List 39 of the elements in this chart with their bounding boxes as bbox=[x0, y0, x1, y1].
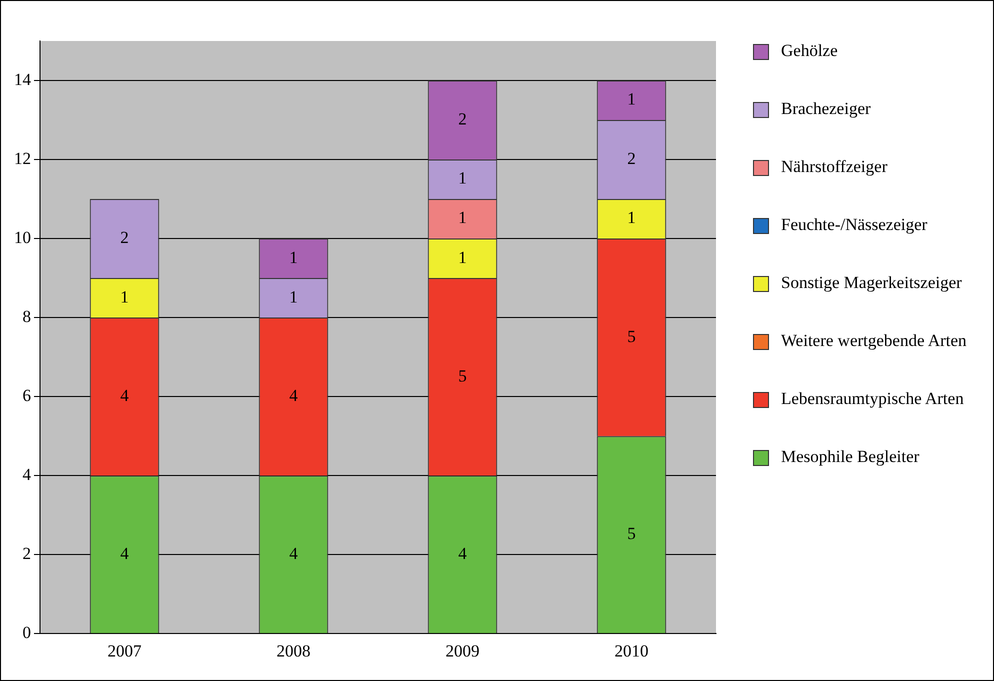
x-tick-label: 2007 bbox=[108, 641, 142, 660]
data-label: 5 bbox=[627, 524, 636, 544]
data-label: 1 bbox=[627, 90, 636, 109]
y-tick-label: 4 bbox=[22, 465, 32, 484]
data-label: 1 bbox=[458, 168, 467, 188]
legend-label: Sonstige Magerkeitszeiger bbox=[781, 273, 962, 293]
legend-label: Mesophile Begleiter bbox=[781, 447, 920, 467]
data-label: 5 bbox=[458, 366, 467, 386]
legend-label: Brachezeiger bbox=[781, 99, 871, 119]
data-label: 1 bbox=[458, 208, 467, 228]
y-tick-label: 10 bbox=[14, 228, 31, 247]
legend-label: Weitere wertgebende Arten bbox=[781, 331, 967, 351]
y-tick-label: 8 bbox=[22, 307, 31, 326]
data-label: 1 bbox=[289, 248, 298, 267]
y-tick-label: 6 bbox=[22, 386, 31, 406]
data-label: 1 bbox=[120, 287, 129, 306]
legend-label: Gehölze bbox=[781, 41, 838, 61]
y-tick-label: 2 bbox=[22, 544, 31, 564]
legend-label: Feuchte-/Nässezeiger bbox=[781, 215, 928, 235]
data-label: 2 bbox=[458, 109, 467, 128]
data-label: 4 bbox=[120, 544, 130, 563]
data-label: 1 bbox=[289, 287, 298, 306]
legend-label: Lebensraumtypische Arten bbox=[781, 389, 964, 409]
x-tick-label: 2010 bbox=[614, 641, 648, 660]
y-tick-label: 12 bbox=[14, 148, 31, 168]
y-tick-label: 14 bbox=[14, 70, 32, 89]
x-tick-label: 2008 bbox=[276, 641, 310, 660]
data-label: 5 bbox=[627, 326, 636, 346]
data-label: 2 bbox=[120, 228, 129, 247]
x-tick-label: 2009 bbox=[446, 641, 480, 660]
data-label: 2 bbox=[627, 148, 636, 168]
y-tick-label: 0 bbox=[22, 623, 31, 642]
data-label: 4 bbox=[120, 386, 130, 406]
data-label: 1 bbox=[458, 248, 467, 267]
legend-label: Nährstoffzeiger bbox=[781, 157, 888, 177]
data-label: 1 bbox=[627, 208, 636, 228]
data-label: 4 bbox=[458, 544, 468, 563]
data-label: 4 bbox=[289, 544, 298, 563]
data-label: 4 bbox=[289, 386, 298, 406]
